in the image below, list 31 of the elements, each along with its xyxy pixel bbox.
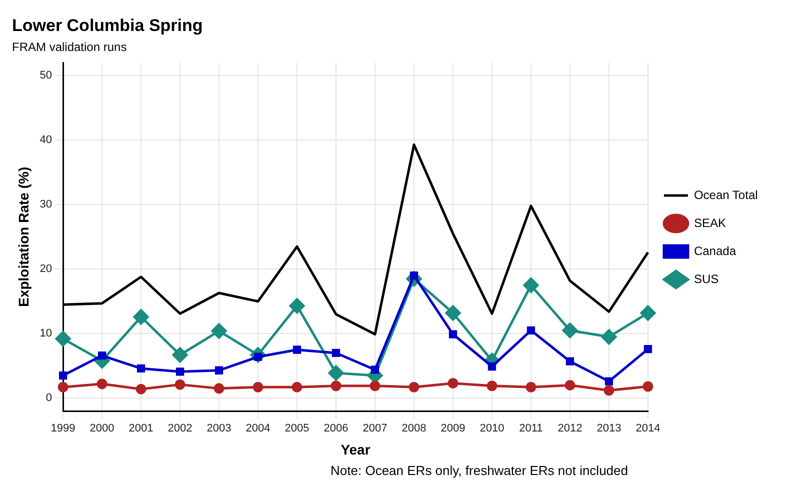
- x-tick-label: 2007: [362, 422, 388, 435]
- legend-label: Ocean Total: [694, 188, 758, 202]
- legend-label: Canada: [694, 244, 736, 258]
- x-tick-label: 2005: [284, 422, 310, 435]
- x-tick-label: 2013: [596, 422, 622, 435]
- y-tick-label: 40: [40, 134, 52, 146]
- text: Note: Ocean ERs only, freshwater ERs not included: [330, 463, 629, 478]
- x-tick-label: 2009: [440, 422, 466, 435]
- x-tick-label: 2006: [324, 422, 348, 435]
- x-tick-label: 2010: [480, 422, 504, 435]
- x-tick-label: 1999: [50, 422, 76, 435]
- x-tick-label: 2008: [402, 422, 426, 435]
- y-axis-title: Exploitation Rate (%): [15, 166, 32, 307]
- legend-label: SUS: [694, 272, 719, 286]
- legend-label: SEAK: [694, 216, 726, 230]
- x-tick-label: 2012: [558, 422, 582, 435]
- x-tick-label: 2002: [168, 422, 192, 435]
- chart-title: Lower Columbia Spring: [12, 16, 203, 35]
- x-axis-title: Year: [340, 441, 371, 458]
- x-tick-label: 2014: [636, 422, 660, 435]
- x-tick-label: 2004: [246, 422, 270, 435]
- y-tick-label: 20: [40, 263, 52, 276]
- x-tick-label: 2001: [128, 422, 154, 435]
- y-tick-label: 30: [40, 198, 52, 211]
- x-tick-label: 2000: [90, 422, 114, 435]
- y-tick-label: 0: [46, 392, 52, 404]
- chart-subtitle: FRAM validation runs: [12, 40, 127, 54]
- x-tick-label: 2003: [206, 422, 232, 435]
- y-tick-label: 10: [40, 328, 52, 340]
- y-tick-label: 50: [40, 70, 52, 82]
- x-tick-label: 2011: [519, 422, 543, 435]
